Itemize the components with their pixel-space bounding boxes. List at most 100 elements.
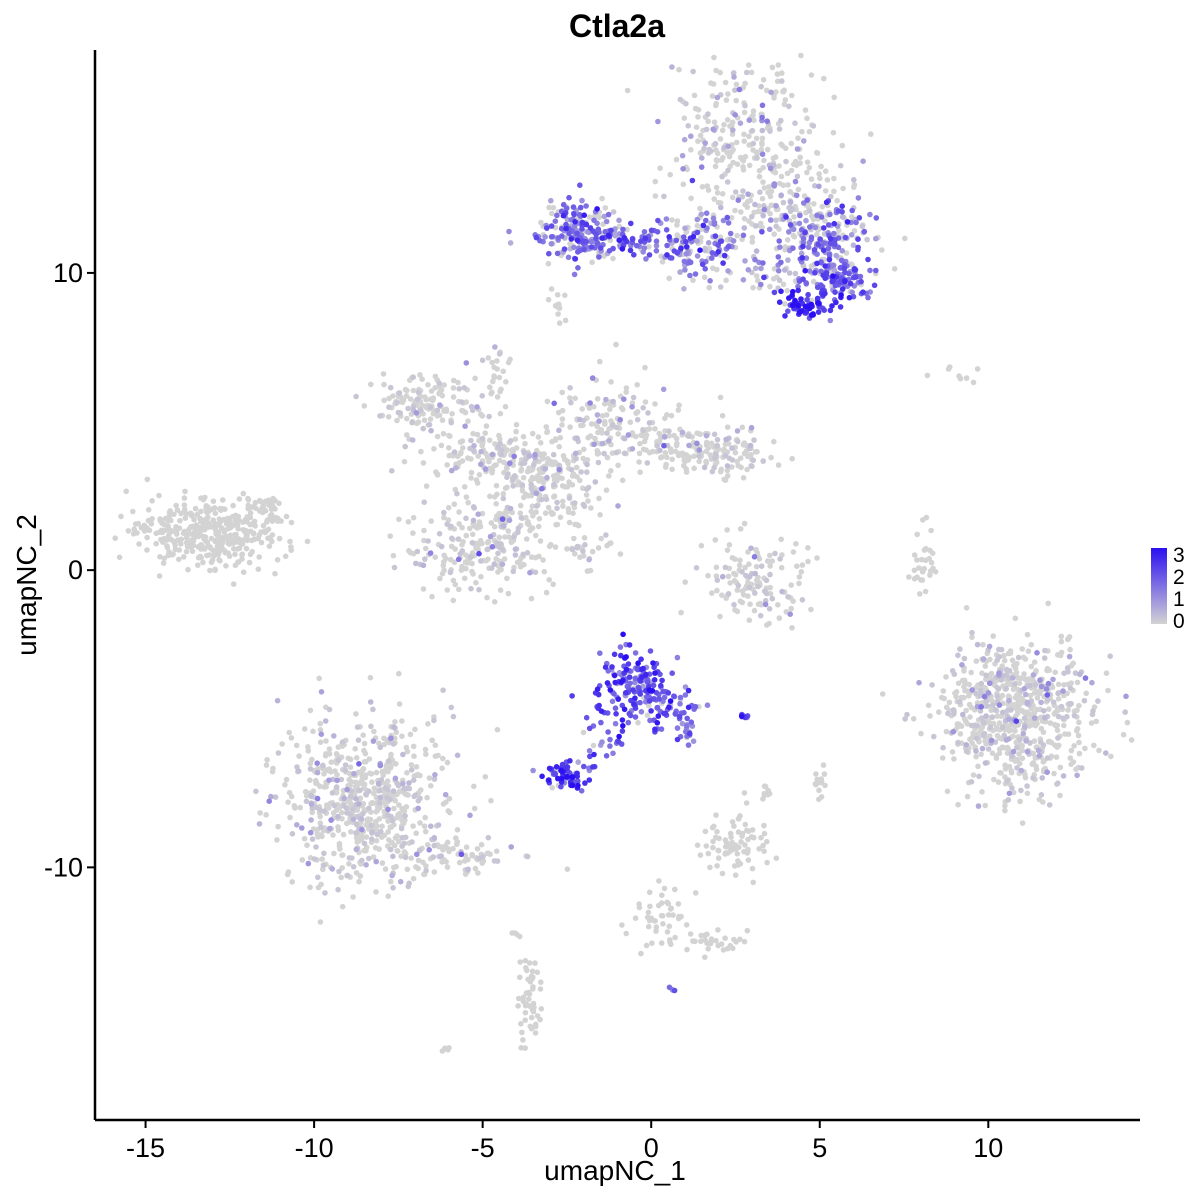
cell-point (741, 592, 747, 598)
cell-point (1046, 802, 1053, 808)
cell-point (652, 670, 658, 676)
cell-point (335, 886, 341, 893)
cell-point (392, 719, 398, 725)
cell-point (513, 445, 520, 451)
cell-point (410, 514, 417, 521)
cell-point (454, 490, 460, 497)
cell-point (599, 195, 605, 202)
cell-point (925, 702, 932, 709)
cell-point (803, 255, 810, 261)
cell-point (430, 854, 437, 860)
cell-point (236, 545, 243, 552)
cell-point (441, 567, 447, 574)
cell-point (1061, 682, 1067, 688)
cell-point (750, 284, 756, 291)
cell-point (420, 460, 427, 466)
cell-point (947, 364, 953, 370)
cell-point (656, 878, 662, 884)
cell-point (216, 520, 223, 526)
cell-point (1024, 699, 1031, 706)
cell-point (546, 765, 553, 772)
cell-point (1013, 718, 1020, 724)
cell-point (603, 396, 609, 403)
cell-point (702, 247, 708, 254)
cell-point (776, 126, 783, 132)
cell-point (672, 448, 679, 455)
cell-point (749, 234, 756, 241)
cell-point (1065, 707, 1071, 713)
cell-point (211, 552, 217, 558)
cell-point (516, 995, 522, 1002)
cell-point (966, 681, 972, 688)
cell-point (1089, 711, 1096, 718)
cell-point (975, 763, 981, 770)
cell-point (639, 666, 646, 672)
cell-point (1018, 767, 1025, 774)
cell-point (839, 286, 846, 292)
cell-point (204, 539, 211, 546)
cell-point (904, 711, 910, 718)
cell-point (604, 680, 611, 686)
cell-point (404, 415, 410, 422)
cell-point (405, 519, 412, 525)
cell-point (763, 590, 770, 597)
cell-point (772, 550, 778, 557)
axes (93, 50, 1140, 1122)
cell-point (543, 424, 550, 430)
cell-point (1066, 634, 1073, 640)
cell-point (636, 901, 642, 907)
cell-point (586, 748, 593, 754)
cell-point (678, 245, 684, 251)
cell-point (1055, 652, 1061, 658)
cell-point (533, 532, 539, 539)
cell-point (996, 750, 1003, 757)
cell-point (357, 873, 364, 879)
cell-point (397, 410, 404, 416)
cell-point (943, 704, 950, 711)
cell-point (518, 1021, 524, 1027)
cell-point (549, 785, 555, 791)
cell-point (551, 400, 557, 407)
cell-point (437, 389, 443, 395)
cell-point (730, 159, 736, 166)
cell-point (543, 589, 550, 596)
cell-point (278, 518, 284, 524)
cell-point (984, 703, 990, 709)
cell-point (839, 203, 845, 209)
cell-point (377, 787, 383, 794)
cell-point (711, 431, 718, 438)
cell-point (347, 764, 354, 770)
cell-point (459, 458, 466, 464)
cell-point (936, 709, 942, 715)
cell-point (817, 779, 824, 786)
cell-point (522, 1002, 529, 1009)
cell-point (421, 499, 428, 506)
cell-point (538, 979, 544, 985)
cell-point (178, 510, 184, 517)
cell-point (358, 768, 365, 775)
cell-point (362, 750, 369, 757)
cell-point (724, 547, 731, 553)
cell-point (434, 433, 441, 440)
cell-point (299, 825, 305, 831)
cell-point (754, 448, 760, 455)
cell-point (641, 245, 648, 251)
cell-point (761, 157, 767, 164)
cell-point (686, 730, 693, 737)
cell-point (504, 509, 510, 515)
cell-point (441, 514, 447, 521)
cell-point (676, 913, 682, 920)
cell-point (333, 751, 340, 757)
cell-point (494, 726, 501, 733)
cell-point (500, 495, 507, 502)
cell-point (605, 232, 612, 239)
cell-point (573, 455, 579, 462)
cell-point (348, 788, 355, 794)
cell-point (827, 317, 834, 324)
cell-point (667, 171, 673, 178)
cell-point (1054, 727, 1061, 733)
cell-point (721, 446, 727, 453)
cell-point (370, 800, 377, 806)
cell-point (979, 715, 985, 721)
cell-point (462, 423, 468, 430)
